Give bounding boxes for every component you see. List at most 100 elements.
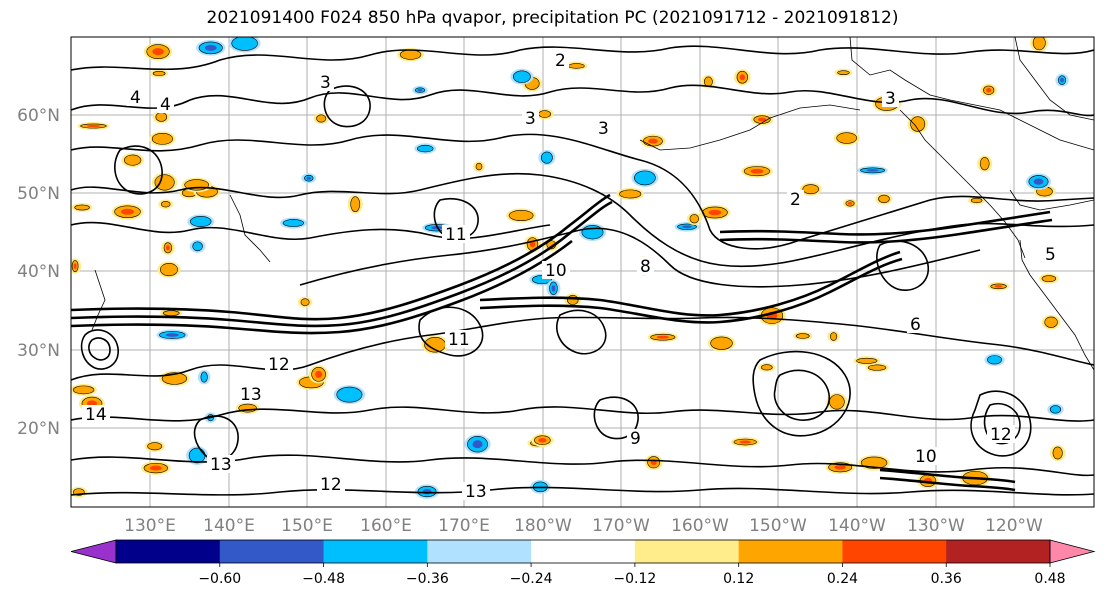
precip-blob: [74, 204, 90, 211]
map-border: [70, 36, 1095, 508]
precip-blob: [147, 442, 163, 451]
contour-label: 14: [85, 405, 107, 425]
precip-blob: [190, 216, 212, 227]
precip-blob: [568, 63, 585, 69]
lat-label: 40°N: [17, 262, 60, 282]
precip-blob: [795, 333, 810, 339]
lat-label: 30°N: [17, 341, 60, 361]
contour-label-bg: [157, 95, 174, 113]
colorbar-extend-right: [1049, 539, 1096, 564]
contour-label-bg: [462, 482, 490, 500]
precip-blob: [315, 370, 323, 378]
lat-label: 20°N: [17, 419, 60, 439]
colorbar-tick-label: −0.12: [613, 571, 656, 587]
precip-blob: [682, 225, 692, 229]
colorbar-outline: [115, 539, 1051, 564]
contour-label-bg: [912, 447, 940, 465]
precip-blob: [710, 336, 733, 350]
precip-blob: [538, 110, 552, 118]
precip-blob: [86, 124, 100, 128]
contour-label: 12: [320, 475, 342, 495]
contour-label-bg: [907, 315, 924, 333]
map-frame-bg: [71, 37, 1094, 507]
precip-blob: [551, 285, 556, 292]
colorbar-tick-label: −0.36: [406, 571, 449, 587]
contour-label: 10: [915, 447, 937, 467]
contour-label: 3: [885, 89, 896, 109]
contour-label-bg: [787, 190, 804, 208]
colorbar-tick-label: −0.24: [510, 571, 553, 587]
colorbar-segment: [842, 540, 947, 563]
precip-blob: [750, 168, 764, 174]
precip-blob: [165, 333, 179, 337]
precip-blob: [200, 371, 208, 383]
precip-blob: [1033, 178, 1044, 185]
precip-blob: [802, 184, 820, 195]
contour-label: 12: [990, 425, 1012, 445]
colorbar-segment: [219, 540, 325, 563]
precip-blob: [151, 133, 173, 145]
precip-blob: [152, 70, 166, 76]
precip-blob: [188, 447, 206, 464]
latitude-labels: 60°N 50°N 40°N 30°N 20°N: [17, 106, 60, 439]
precip-blob: [306, 176, 311, 180]
contour-label-bg: [522, 109, 539, 127]
precip-blob: [739, 74, 745, 81]
contour-label-bg: [882, 89, 899, 107]
precip-blob: [508, 210, 534, 221]
colorbar-segment: [116, 540, 221, 563]
colorbar-segment: [531, 540, 636, 563]
contour-label: 13: [465, 482, 487, 502]
precip-blob: [986, 88, 992, 93]
contour-label: 13: [210, 455, 232, 475]
colorbar-tick-label: 0.48: [1034, 571, 1065, 587]
lon-label: 130°E: [124, 516, 176, 536]
lon-label: 160°E: [360, 516, 412, 536]
precip-blob: [860, 456, 888, 469]
contour-label-bg: [442, 225, 470, 243]
precip-blob: [538, 437, 547, 443]
colorbar-tick-label: 0.24: [827, 571, 858, 587]
contour-label: 11: [448, 330, 470, 350]
precip-blob: [739, 440, 751, 444]
contour-label: 3: [598, 119, 609, 139]
contour-label-bg: [1042, 245, 1059, 263]
contour-label-bg: [637, 257, 654, 275]
contour-label: 4: [130, 88, 141, 108]
lon-label: 140°W: [828, 516, 886, 536]
colorbar-tick-label: −0.48: [302, 571, 345, 587]
contour-label-bg: [207, 455, 235, 473]
precip-blob: [979, 157, 990, 171]
lon-label: 170°E: [438, 516, 490, 536]
precip-blob: [836, 132, 858, 144]
qvapor-contours: [71, 45, 1094, 496]
colorbar-segment: [946, 540, 1051, 563]
longitude-labels: 130°E 140°E 150°E 160°E 170°E 180°W 170°W 160°W…: [124, 516, 1043, 536]
contour-label: 2: [790, 190, 801, 210]
precip-blob: [160, 263, 178, 277]
contour-label: 12: [268, 355, 290, 375]
coastlines: [91, 37, 1094, 371]
precip-blob: [834, 464, 846, 470]
precip-blob: [417, 88, 423, 92]
precip-blob: [867, 364, 887, 371]
lon-label: 140°E: [203, 516, 255, 536]
contour-label: 8: [640, 257, 651, 277]
precip-blob: [541, 151, 553, 164]
precip-blob: [1032, 37, 1046, 51]
contour-label: 4: [160, 95, 171, 115]
contour-label-bg: [445, 330, 473, 348]
lon-label: 160°W: [671, 516, 729, 536]
precip-blob: [149, 465, 162, 471]
precip-blob: [1041, 275, 1057, 283]
lon-label: 180°W: [514, 516, 572, 536]
lat-label: 50°N: [17, 184, 60, 204]
precip-blob: [416, 144, 434, 153]
precip-blob: [165, 245, 170, 251]
precip-blob: [619, 189, 642, 199]
colorbar-tick-label: 0.36: [931, 571, 962, 587]
contour-label: 9: [630, 429, 641, 449]
colorbar-segment: [634, 540, 740, 563]
lon-label: 120°W: [985, 516, 1043, 536]
precip-blob: [910, 116, 926, 132]
